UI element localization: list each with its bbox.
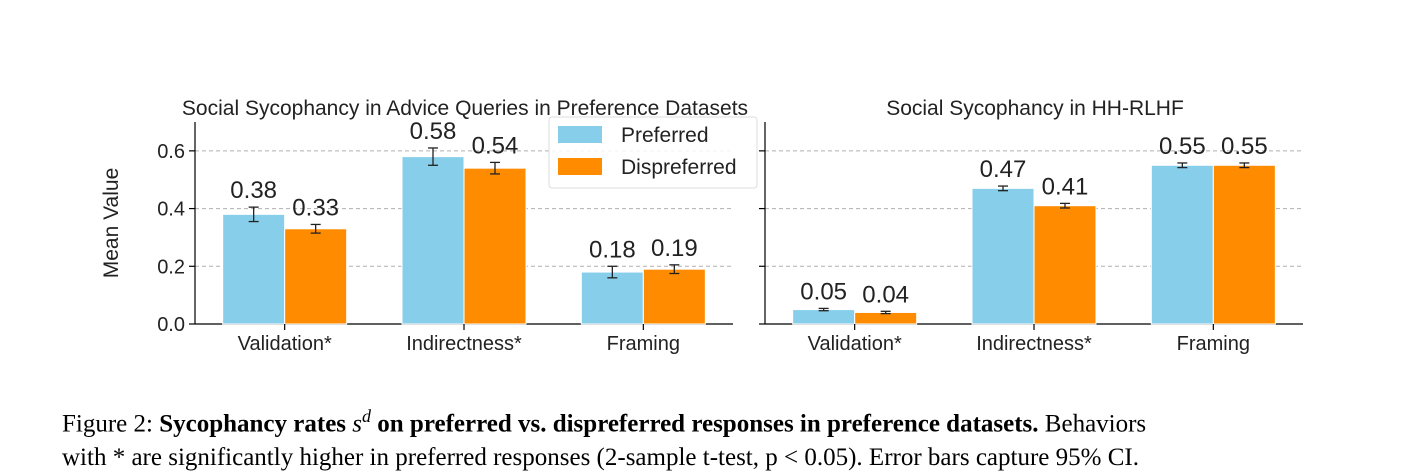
data-label: 0.38 — [230, 177, 277, 204]
x-tick-label: Indirectness* — [406, 333, 522, 355]
x-tick-label: Indirectness* — [976, 333, 1092, 355]
figure-caption: Figure 2: Sycophancy rates sd on preferr… — [62, 399, 1362, 475]
data-label: 0.05 — [800, 278, 847, 305]
legend-swatch-dispreferred — [558, 158, 602, 175]
y-axis-label: Mean Value — [100, 168, 123, 279]
caption-line2: with * are significantly higher in prefe… — [62, 444, 1139, 472]
bar-dispreferred-0 — [284, 228, 348, 325]
y-tick-label: 0.6 — [157, 141, 185, 163]
data-label: 0.18 — [589, 236, 636, 263]
caption-label: Figure 2: — [62, 410, 153, 438]
caption-bold-rest: on preferred vs. dispreferred responses … — [377, 410, 1039, 438]
caption-superscript: d — [362, 406, 372, 426]
data-label: 0.41 — [1042, 173, 1089, 200]
legend-label-preferred: Preferred — [621, 124, 709, 147]
legend-swatch-preferred — [558, 126, 602, 143]
bar-preferred-0 — [792, 309, 856, 325]
caption-rest-line1: Behaviors — [1044, 410, 1147, 438]
data-label: 0.55 — [1221, 133, 1268, 160]
bar-preferred-1 — [971, 187, 1035, 325]
data-label: 0.19 — [651, 235, 698, 262]
bar-preferred-0 — [222, 213, 286, 325]
bar-preferred-1 — [401, 156, 465, 325]
bar-dispreferred-1 — [463, 167, 527, 325]
caption-bold: Sycophancy rates — [159, 410, 347, 438]
chart-title: Social Sycophancy in HH-RLHF — [886, 97, 1184, 120]
figure: 0.0 0.2 0.4 0.6 Social Sycophancy in Advice … — [100, 97, 1303, 355]
data-label: 0.04 — [862, 281, 909, 308]
x-tick-label: Validation* — [238, 333, 332, 355]
x-tick-label: Framing — [607, 333, 680, 355]
data-label: 0.58 — [410, 118, 457, 145]
caption-symbol: s — [352, 410, 363, 438]
legend-label-dispreferred: Dispreferred — [621, 156, 737, 179]
chart-title: Social Sycophancy in Advice Queries in P… — [182, 97, 748, 120]
x-tick-label: Validation* — [808, 333, 902, 355]
legend: Preferred Dispreferred — [548, 116, 758, 189]
data-label: 0.54 — [472, 132, 519, 159]
chart-right: Social Sycophancy in HH-RLHF 0.05 0.04 Vali… — [759, 97, 1303, 355]
y-tick-label: 0.0 — [157, 314, 185, 336]
bar-preferred-2 — [580, 271, 644, 325]
bar-dispreferred-1 — [1033, 205, 1097, 325]
data-label: 0.47 — [980, 156, 1027, 183]
y-tick-label: 0.4 — [157, 199, 185, 221]
bar-dispreferred-2 — [642, 268, 706, 325]
chart-left: 0.0 0.2 0.4 0.6 Social Sycophancy in Advice … — [100, 97, 748, 355]
data-label: 0.55 — [1159, 133, 1206, 160]
bar-preferred-2 — [1150, 164, 1214, 325]
x-tick-label: Framing — [1177, 333, 1250, 355]
bar-dispreferred-2 — [1212, 164, 1276, 325]
data-label: 0.33 — [292, 194, 339, 221]
y-tick-label: 0.2 — [157, 256, 185, 278]
